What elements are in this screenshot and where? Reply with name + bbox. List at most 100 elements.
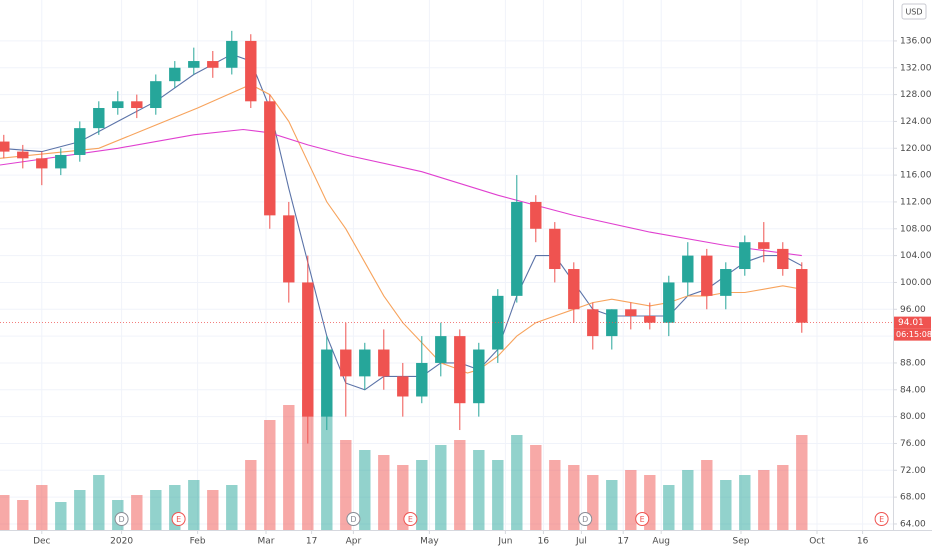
last-price-label: 94.01 [898,318,924,328]
y-tick-label: 100.00 [900,278,932,288]
y-tick-label: 120.00 [900,144,932,154]
x-tick-label: Oct [809,537,825,547]
y-tick-label: 112.00 [900,197,932,207]
volume-bar [473,450,485,530]
candle-body [207,61,219,68]
volume-bar [55,502,67,530]
volume-bar [530,445,542,530]
volume-bar [625,470,637,530]
volume-bar [416,460,428,530]
candle-body [625,309,637,316]
last-price-box [894,316,931,329]
candle-body [55,154,67,169]
y-tick-label: 80.00 [900,412,926,422]
event-marker[interactable] [578,512,593,526]
volume-bar [150,490,162,530]
y-tick-label: 68.00 [900,493,926,503]
x-tick-label: Jun [497,537,512,547]
currency-box[interactable] [901,3,927,20]
event-marker[interactable] [346,512,361,526]
x-tick-label: 2020 [110,537,133,547]
volume-bar [17,500,29,530]
x-tick-label: Apr [346,537,362,547]
candle-body [549,228,561,270]
volume-bar [283,405,295,530]
countdown-box [894,328,931,341]
x-tick-label: 16 [538,537,550,547]
volume-bar [796,435,808,530]
x-tick-label: Dec [33,537,50,547]
volume-bar [549,460,561,530]
volume-bar [758,470,770,530]
candle-body [568,269,580,310]
event-marker[interactable] [874,512,889,526]
candle-body [606,309,618,337]
candle-body [378,349,390,377]
candle-body [321,349,333,417]
candle-body [283,215,295,283]
candle-body [93,108,105,129]
volume-bar [701,460,713,530]
axes: 64.0068.0072.0076.0080.0084.0088.0092.00… [33,36,932,546]
event-label: E [879,515,884,524]
event-label: E [640,515,645,524]
candle-body [796,269,808,323]
y-tick-label: 76.00 [900,439,926,449]
volume-bar [340,440,352,530]
y-tick-label: 136.00 [900,36,932,46]
candle-body [169,67,181,82]
event-marker[interactable] [114,512,129,526]
candles [0,30,808,444]
candle-body [245,40,257,102]
candle-body [720,269,732,296]
candle-body [226,40,238,68]
candle-body [492,295,504,350]
volume-bar [492,460,504,530]
x-tick-label: 16 [857,537,869,547]
event-marker[interactable] [635,512,650,526]
volume-bar [302,400,314,530]
event-marker[interactable] [171,512,186,526]
y-tick-label: 132.00 [900,63,932,73]
candle-body [74,128,86,155]
event-label: D [119,515,125,524]
volume-bar [93,475,105,530]
volume-bar [739,475,751,530]
volume-bar [359,450,371,530]
volume-bar [264,420,276,530]
event-marker[interactable] [403,512,418,526]
x-tick-label: Mar [258,537,275,547]
candle-body [473,349,485,404]
x-tick-label: 17 [617,537,628,547]
y-tick-label: 72.00 [900,466,926,476]
candle-body [131,101,143,109]
y-tick-label: 64.00 [900,519,926,529]
volume-bar [397,465,409,530]
volume-bar [321,410,333,530]
candle-body [435,336,447,363]
candle-body [36,158,48,169]
candle-body [511,201,523,296]
volume-bar [606,480,618,530]
overlay: 94.01 06:15:08 D E D E D E E [0,316,932,526]
candle-body [397,376,409,397]
y-tick-label: 108.00 [900,224,932,234]
volume-bar [169,485,181,530]
event-label: D [350,515,356,524]
moving-average-line [0,128,802,257]
candle-body [777,248,789,270]
volume-bar [663,485,675,530]
volume-bar [511,435,523,530]
x-tick-label: Feb [190,537,206,547]
volume-bar [587,475,599,530]
countdown-label: 06:15:08 [896,330,932,339]
candle-body [416,362,428,397]
x-tick-label: Aug [652,537,670,547]
event-label: E [176,515,181,524]
x-tick-label: 17 [306,537,317,547]
candle-body [302,282,314,417]
candle-body [17,151,29,159]
candle-body [359,349,371,377]
